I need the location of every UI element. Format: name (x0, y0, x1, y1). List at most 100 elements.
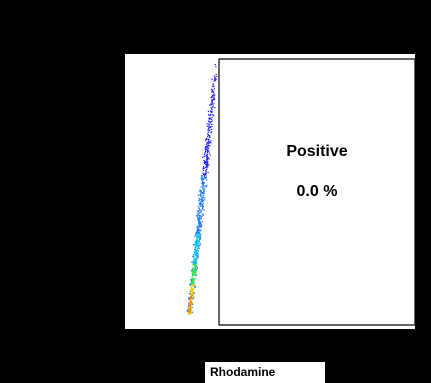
event-dot (205, 150, 207, 152)
event-dot (192, 269, 194, 271)
event-dot (198, 225, 200, 227)
event-dot (197, 255, 199, 257)
event-dot (191, 288, 193, 290)
event-dot (213, 103, 215, 105)
event-dot (198, 235, 200, 237)
event-dot (206, 165, 208, 167)
event-dot (214, 107, 216, 109)
event-dot (197, 247, 199, 249)
event-dot (195, 245, 197, 247)
event-dot (206, 157, 208, 159)
event-dot (194, 259, 197, 262)
event-dot (196, 255, 198, 257)
event-dot (205, 176, 207, 179)
event-dot (209, 145, 211, 147)
event-dot (192, 266, 194, 268)
event-dot (201, 211, 203, 213)
event-dot (193, 280, 195, 282)
event-dot (197, 248, 199, 250)
event-dot (200, 224, 203, 226)
event-dot (195, 243, 197, 245)
event-dot (194, 252, 196, 254)
event-dot (210, 140, 212, 142)
event-dot (193, 254, 195, 256)
event-dot (193, 256, 195, 258)
event-dot (194, 246, 196, 248)
event-dot (211, 96, 213, 98)
event-dot (197, 253, 199, 255)
event-dot (214, 98, 216, 100)
event-dot (214, 63, 216, 66)
event-dot (196, 274, 198, 276)
event-dot (195, 239, 197, 241)
event-dot (207, 157, 209, 159)
event-dot (190, 289, 193, 291)
event-dot (211, 88, 213, 90)
event-dot (198, 217, 200, 219)
event-dot (192, 295, 194, 297)
event-dot (194, 254, 196, 256)
event-dot (190, 305, 192, 307)
event-dot (210, 121, 212, 123)
event-dot (207, 131, 209, 133)
event-dot (202, 193, 204, 195)
event-dot (192, 269, 194, 271)
event-dot (203, 162, 205, 165)
event-dot (198, 218, 200, 221)
event-dot (203, 185, 205, 187)
event-dot (190, 312, 192, 315)
event-dot (201, 200, 203, 202)
event-dot (200, 186, 202, 188)
event-dot (208, 125, 210, 127)
event-dot (205, 146, 207, 148)
event-dot (198, 197, 200, 199)
event-dot (211, 123, 213, 125)
event-dot (187, 307, 189, 309)
event-dot (199, 199, 201, 201)
event-dot (203, 162, 205, 164)
event-dot (205, 171, 207, 173)
event-dot (190, 296, 192, 298)
event-dot (197, 218, 199, 220)
event-dot (214, 76, 216, 79)
event-dot (198, 237, 200, 239)
event-dot (208, 158, 210, 160)
event-dot (203, 188, 205, 190)
event-dot (191, 291, 193, 293)
event-dot (194, 257, 196, 259)
event-dot (208, 127, 210, 129)
event-dot (203, 178, 205, 180)
event-dot (213, 88, 216, 90)
event-dot (200, 194, 202, 197)
event-dot (191, 278, 193, 280)
event-dot (205, 173, 207, 176)
event-dot (210, 132, 212, 134)
event-dot (210, 97, 212, 99)
event-dot (188, 303, 190, 305)
event-dot (201, 225, 203, 227)
event-dot (198, 212, 200, 214)
event-dot (206, 163, 208, 165)
event-dot (191, 276, 193, 278)
event-dot (202, 203, 204, 205)
event-dot (193, 274, 195, 276)
event-dot (196, 261, 198, 263)
event-dot (193, 269, 195, 271)
event-dot (188, 306, 190, 308)
event-dot (191, 294, 193, 296)
event-dot (192, 287, 194, 289)
event-dot (193, 292, 195, 294)
event-dot (192, 263, 194, 265)
event-dot (191, 283, 193, 285)
event-dot (209, 126, 211, 128)
event-dot (202, 194, 204, 197)
event-dot (205, 163, 207, 165)
event-dot (199, 216, 201, 218)
event-dot (188, 311, 190, 314)
event-dot (209, 117, 211, 119)
event-dot (187, 309, 189, 311)
event-dot (200, 223, 202, 225)
event-dot (213, 99, 215, 101)
event-dot (202, 156, 204, 158)
event-dot (200, 193, 202, 195)
